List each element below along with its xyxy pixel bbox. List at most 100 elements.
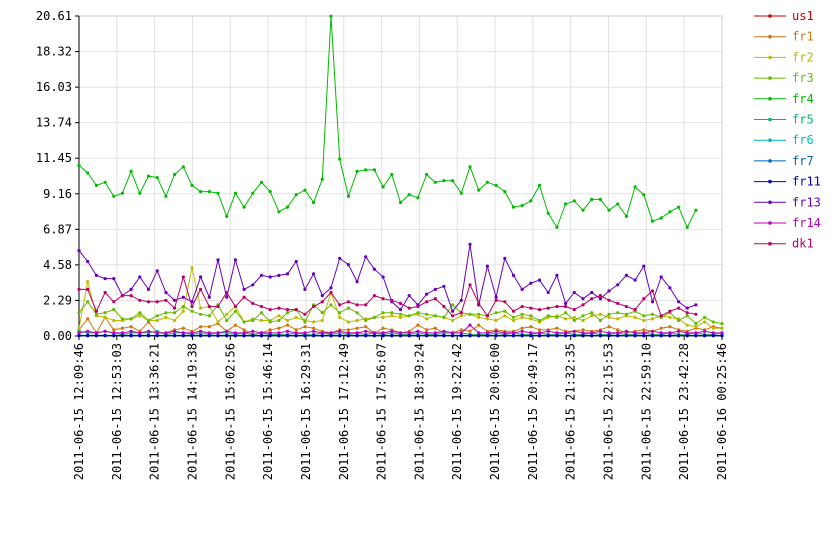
data-point-fr3 [129, 317, 133, 321]
data-point-fr3 [364, 318, 368, 323]
data-point-dk1 [86, 287, 90, 291]
data-point-fr2 [277, 314, 281, 318]
data-point-fr14 [303, 331, 307, 335]
data-point-fr13 [164, 290, 168, 295]
series-fr13 [77, 242, 698, 313]
data-point-fr13 [173, 298, 177, 302]
data-point-fr4 [303, 188, 307, 192]
data-point-fr4 [485, 180, 489, 184]
x-tick-label: 2011-06-15 13:36:21 [148, 343, 162, 480]
data-point-fr4 [207, 190, 211, 194]
data-point-fr14 [624, 329, 629, 333]
data-point-fr4 [164, 194, 168, 198]
data-point-fr3 [703, 315, 707, 319]
data-point-fr11 [703, 333, 707, 338]
y-tick-label: 6.87 [43, 222, 72, 236]
data-point-fr3 [529, 314, 533, 318]
data-point-fr14 [520, 329, 524, 333]
data-point-fr14 [677, 329, 681, 333]
data-point-dk1 [590, 297, 594, 301]
data-point-fr11 [650, 333, 655, 338]
data-point-fr3 [590, 311, 594, 315]
data-point-dk1 [138, 298, 142, 302]
legend-item-fr13: fr13 [754, 195, 821, 209]
data-point-fr3 [277, 318, 281, 323]
data-point-fr4 [468, 165, 472, 169]
data-point-fr3 [199, 312, 203, 316]
data-point-dk1 [677, 306, 681, 310]
data-point-fr2 [390, 314, 394, 318]
data-point-fr2 [685, 323, 689, 327]
data-point-fr13 [511, 273, 516, 277]
data-point-fr14 [103, 329, 107, 333]
data-point-fr3 [677, 318, 681, 323]
data-point-fr4 [251, 191, 255, 195]
data-point-fr11 [633, 333, 637, 338]
data-point-fr13 [685, 306, 689, 310]
data-point-fr13 [677, 300, 681, 304]
x-tick-label: 2011-06-16 00:25:46 [715, 343, 729, 480]
data-point-fr4 [285, 205, 290, 209]
data-point-fr11 [216, 333, 220, 338]
data-point-fr2 [668, 315, 672, 319]
data-point-fr3 [94, 312, 98, 316]
data-point-dk1 [207, 304, 211, 309]
data-point-fr13 [451, 309, 455, 313]
data-point-dk1 [94, 309, 98, 313]
data-point-fr14 [233, 331, 237, 335]
data-point-fr4 [564, 202, 568, 206]
data-point-fr11 [685, 333, 689, 338]
data-point-dk1 [277, 306, 281, 310]
data-point-fr13 [138, 275, 142, 279]
data-point-fr2 [225, 312, 229, 316]
data-point-fr2 [451, 318, 455, 323]
data-point-dk1 [555, 304, 559, 309]
data-point-fr13 [320, 294, 324, 298]
data-point-fr4 [659, 216, 663, 220]
data-point-fr4 [581, 208, 585, 212]
data-point-fr4 [390, 172, 394, 177]
data-point-fr11 [77, 333, 81, 338]
data-point-fr3 [251, 318, 255, 323]
data-point-fr13 [633, 278, 637, 282]
data-point-dk1 [503, 300, 507, 304]
data-point-fr13 [242, 287, 246, 291]
data-point-dk1 [129, 294, 133, 298]
data-point-fr4 [320, 177, 324, 181]
data-point-fr4 [112, 194, 116, 198]
data-point-fr3 [190, 309, 194, 313]
data-point-fr4 [459, 191, 463, 195]
data-point-fr4 [433, 180, 437, 184]
data-point-fr14 [277, 331, 281, 335]
data-point-fr1 [425, 328, 429, 332]
data-point-fr13 [285, 272, 290, 276]
data-point-fr14 [564, 331, 568, 335]
data-point-fr4 [555, 225, 559, 229]
data-point-fr3 [477, 312, 481, 316]
data-point-fr3 [433, 314, 437, 318]
data-point-fr11 [546, 333, 550, 338]
data-point-fr14 [381, 331, 385, 335]
data-point-fr14 [459, 331, 463, 335]
data-point-fr11 [624, 333, 629, 338]
data-point-fr13 [112, 277, 116, 281]
data-point-fr11 [225, 333, 229, 338]
data-point-fr2 [320, 318, 324, 323]
data-point-fr2 [616, 317, 620, 321]
data-point-fr3 [711, 320, 715, 324]
data-point-fr3 [685, 314, 689, 318]
data-point-fr14 [433, 331, 437, 335]
data-point-fr11 [112, 333, 116, 338]
data-point-fr14 [329, 331, 333, 335]
data-point-fr13 [537, 278, 542, 282]
data-point-fr3 [173, 311, 177, 315]
data-point-fr2 [164, 315, 168, 319]
data-point-fr13 [329, 286, 333, 290]
data-point-dk1 [546, 306, 550, 310]
y-tick-label: 9.16 [43, 187, 72, 201]
y-tick-label: 13.74 [36, 116, 72, 130]
legend-item-fr1: fr1 [754, 30, 814, 44]
data-point-fr4 [668, 210, 672, 214]
data-point-fr11 [294, 333, 298, 338]
data-point-fr1 [285, 323, 290, 327]
